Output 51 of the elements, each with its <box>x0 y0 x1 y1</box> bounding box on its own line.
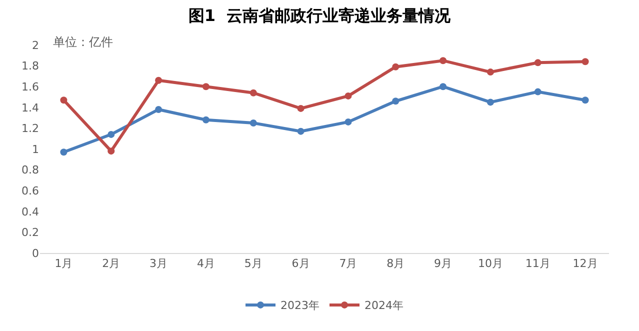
point <box>344 92 352 100</box>
y-tick-label: 0 <box>32 246 39 260</box>
y-tick-label: 1.2 <box>22 122 39 136</box>
y-tick-label: 0.8 <box>22 164 39 177</box>
y-tick-label: 2 <box>32 38 39 52</box>
y-tick-label: 1.8 <box>22 60 39 73</box>
point <box>108 130 115 138</box>
x-tick-label: 6月 <box>292 257 310 270</box>
legend-label: 2023年 <box>280 299 320 312</box>
point <box>60 148 68 156</box>
point <box>534 59 542 66</box>
point <box>392 63 400 70</box>
point <box>108 148 115 155</box>
point <box>297 128 304 135</box>
y-tick-label: 0.4 <box>22 205 39 218</box>
x-tick-label: 7月 <box>339 257 358 270</box>
legend-label: 2024年 <box>364 299 404 312</box>
y-tick-label: 0.6 <box>22 184 39 198</box>
y-tick-label: 0.2 <box>22 226 39 240</box>
annotation: 单位：亿件 <box>53 35 113 49</box>
point <box>250 89 257 96</box>
point <box>297 104 304 112</box>
x-tick-label: 4月 <box>196 257 215 270</box>
x-tick-label: 12月 <box>572 257 598 270</box>
y-tick-label: 1 <box>32 142 39 156</box>
point <box>392 98 400 105</box>
point <box>344 118 352 126</box>
x-tick-label: 3月 <box>150 257 168 270</box>
point <box>60 96 68 104</box>
x-tick-label: 11月 <box>525 257 550 270</box>
x-tick-label: 8月 <box>386 257 405 270</box>
x-tick-label: 9月 <box>434 257 452 270</box>
point <box>582 58 589 66</box>
point <box>534 88 542 96</box>
x-tick-label: 1月 <box>54 257 73 270</box>
y-tick-label: 1.6 <box>22 80 39 94</box>
point <box>486 68 494 76</box>
point <box>582 96 589 104</box>
x-tick-label: 5月 <box>244 257 262 270</box>
point <box>250 120 257 126</box>
point <box>486 98 494 106</box>
point <box>155 106 162 113</box>
point <box>155 76 162 84</box>
chart-title: 图1 云南省邮政行业寄递业务量情况 <box>188 6 452 26</box>
x-tick-label: 10月 <box>478 257 503 270</box>
point <box>440 57 447 64</box>
x-tick-label: 2月 <box>102 257 120 270</box>
point <box>202 83 210 90</box>
point <box>440 83 447 90</box>
y-tick-label: 1.4 <box>22 101 39 114</box>
point <box>202 116 210 124</box>
